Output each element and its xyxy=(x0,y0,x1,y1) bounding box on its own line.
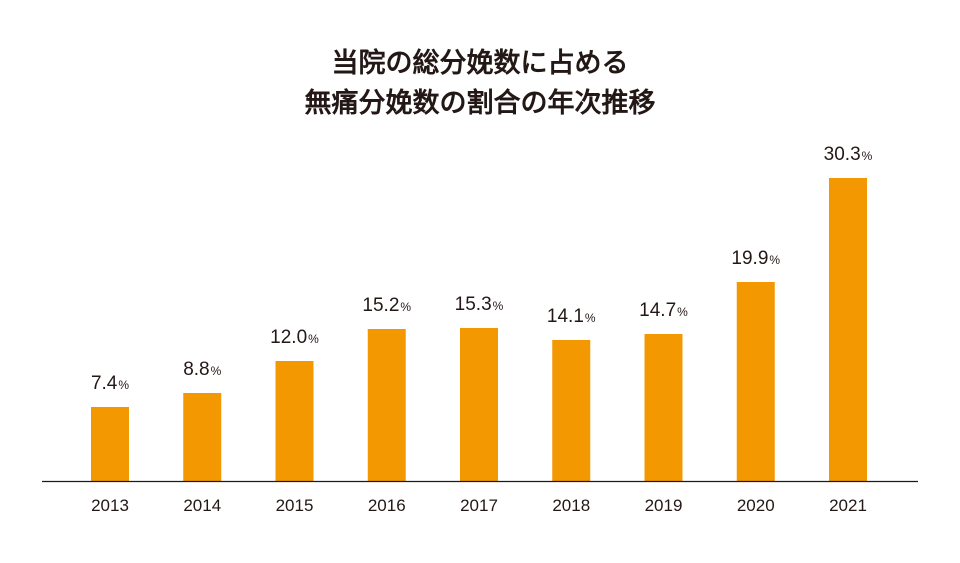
value-label-unit: % xyxy=(400,300,411,314)
value-label-unit: % xyxy=(211,364,222,378)
value-label-2013: 7.4% xyxy=(91,373,129,394)
x-tick-label-2017: 2017 xyxy=(460,496,498,515)
value-label-number: 12.0 xyxy=(270,327,307,348)
value-label-2018: 14.1% xyxy=(547,306,596,327)
value-label-2017: 15.3% xyxy=(455,294,504,315)
value-label-2021: 30.3% xyxy=(824,144,873,165)
value-label-number: 14.1 xyxy=(547,306,584,327)
value-labels-group: 7.4%8.8%12.0%15.2% 15.3% 14.1% 14.7%19.9%30… xyxy=(91,144,873,394)
bar-2013 xyxy=(91,407,129,481)
x-tick-label-2013: 2013 xyxy=(91,496,129,515)
bar-2017 xyxy=(460,328,498,481)
value-label-unit: % xyxy=(118,378,129,392)
value-label-number: 8.8 xyxy=(183,359,209,380)
x-tick-label-2018: 2018 xyxy=(552,496,590,515)
value-label-number: 30.3 xyxy=(824,144,861,165)
x-tick-labels-group: 2013 2014 2015 2016 2017 2018 2019 2020 2021 xyxy=(91,496,867,515)
value-label-unit: % xyxy=(308,332,319,346)
chart-title-line-1: 当院の総分娩数に占める xyxy=(331,48,629,79)
x-tick-label-2016: 2016 xyxy=(368,496,406,515)
bar-2015 xyxy=(275,361,314,481)
bar-2018 xyxy=(552,340,591,481)
bar-2016 xyxy=(367,329,406,481)
bar-2020 xyxy=(736,282,775,481)
x-tick-label-2014: 2014 xyxy=(183,496,221,515)
bars-group xyxy=(91,178,867,481)
value-label-number: 7.4 xyxy=(91,373,118,394)
x-tick-label-2020: 2020 xyxy=(737,496,775,515)
value-label-number: 19.9 xyxy=(731,248,768,269)
value-label-unit: % xyxy=(585,311,596,325)
value-label-2014: 8.8% xyxy=(183,359,221,380)
x-tick-label-2021: 2021 xyxy=(829,496,867,515)
bar-2019 xyxy=(644,334,683,481)
value-label-unit: % xyxy=(493,299,504,313)
chart-title-line-2: 無痛分娩数の割合の年次推移 xyxy=(304,88,656,119)
value-label-number: 15.3 xyxy=(455,294,492,315)
x-tick-label-2015: 2015 xyxy=(276,496,314,515)
bar-2021 xyxy=(829,178,867,481)
x-tick-label-2019: 2019 xyxy=(645,496,683,515)
bar-2014 xyxy=(183,393,222,481)
value-label-unit: % xyxy=(677,305,688,319)
value-label-number: 15.2 xyxy=(362,295,399,316)
value-label-number: 14.7 xyxy=(639,300,676,321)
value-label-unit: % xyxy=(862,149,873,163)
value-label-unit: % xyxy=(769,253,780,267)
value-label-2015: 12.0% xyxy=(270,327,319,348)
chart-title: 当院の総分娩数に占める 無痛分娩数の割合の年次推移 xyxy=(0,44,960,124)
value-label-2016: 15.2% xyxy=(362,295,411,316)
value-label-2019: 14.7% xyxy=(639,300,688,321)
value-label-2020: 19.9% xyxy=(731,248,780,269)
